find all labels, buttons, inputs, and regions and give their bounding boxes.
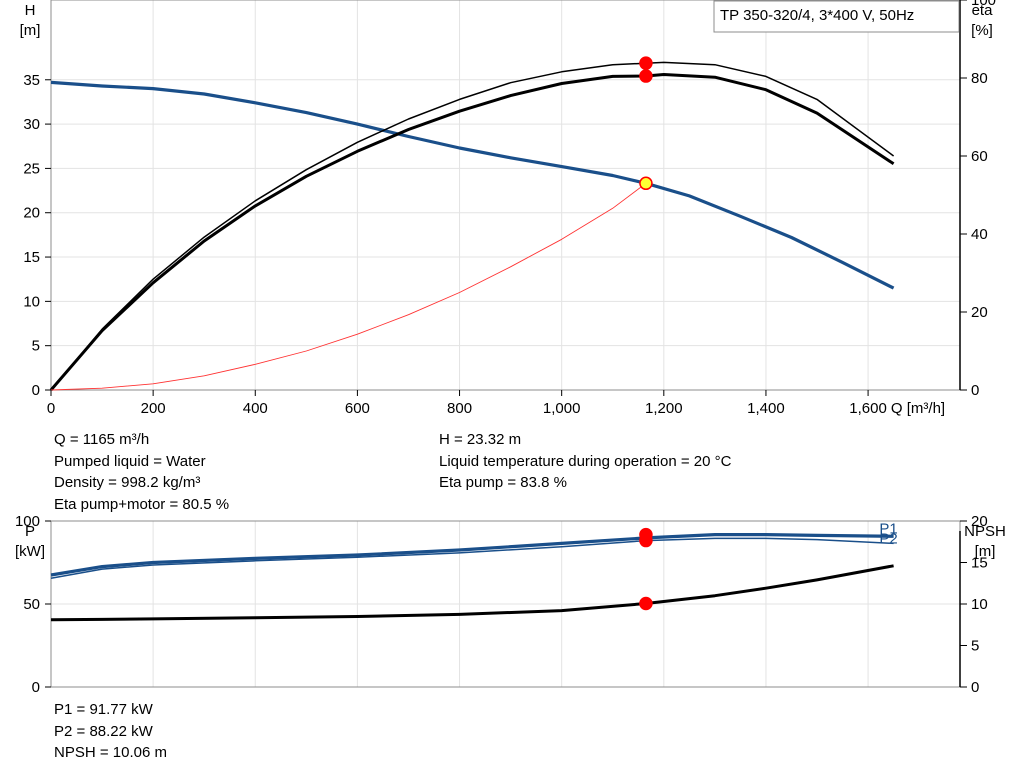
density-text: Density = 998.2 kg/m³: [54, 474, 201, 491]
head-eta-right-tick-label: 80: [971, 70, 988, 87]
liquid-temperature-text: Liquid temperature during operation = 20…: [439, 452, 732, 470]
head-eta-left-tick-label: 15: [23, 249, 40, 266]
head-eta-right-tick-label: 20: [971, 304, 988, 321]
x-axis-tick-label: 1,400: [747, 400, 785, 417]
series-p1-line: [50, 532, 894, 577]
power-npsh-left-tick-label: 50: [23, 596, 40, 613]
head-eta-left-tick-label: 5: [32, 338, 40, 355]
x-axis-tick-label: 1,200: [645, 400, 683, 417]
pump-label: TP 350-320/4, 3*400 V, 50Hz: [720, 7, 914, 24]
head-eta-duty-point-marker: [639, 69, 653, 83]
head-eta-right-tick-label: 40: [971, 226, 988, 243]
series-label-p2: P2: [879, 530, 897, 547]
head-eta-series-3-line: [50, 182, 647, 391]
power-npsh-duty-point-marker: [639, 596, 653, 611]
power-npsh-right-tick-label: 5: [971, 638, 979, 655]
head-eta-series-2-line: [50, 61, 895, 391]
power-npsh-right-axis-title: NPSH: [964, 523, 1006, 540]
head-eta-plot-frame: [50, 0, 961, 391]
head-eta-right-axis-title: eta: [972, 2, 994, 19]
head-eta-series-0-line: [50, 80, 895, 290]
head-eta-left-tick-label: 0: [32, 382, 40, 399]
power-npsh-left-tick-label: 100: [15, 513, 40, 530]
series-label-p1: P1: [879, 520, 897, 537]
head-eta-duty-point-marker: [639, 56, 653, 70]
head-text: H = 23.32 m: [439, 431, 522, 448]
power-npsh-right-tick-label: 15: [971, 555, 988, 572]
pumped-liquid-text: Pumped liquid = Water: [54, 452, 206, 470]
x-axis-tick-label: 1,600: [849, 400, 887, 417]
head-eta-left-axis-title: H: [25, 2, 36, 19]
duty-point-info-left: Q = 1165 m³/h Pumped liquid = Water Dens…: [54, 429, 229, 515]
head-eta-left-tick-label: 35: [23, 72, 40, 89]
pump-label-box: [713, 0, 960, 33]
head-eta-left-tick-label: 20: [23, 205, 40, 222]
power-npsh-right-tick-label: 10: [971, 596, 988, 613]
x-axis-tick-label: 400: [243, 400, 268, 417]
head-eta-right-axis-title: [%]: [971, 22, 993, 39]
npsh-text: NPSH = 10.06 m: [54, 744, 167, 761]
power-npsh-right-tick-label: 0: [971, 679, 979, 696]
power-npsh-right-axis-title: [m]: [975, 543, 996, 560]
x-axis-tick-label: 800: [447, 400, 472, 417]
head-eta-left-tick-label: 30: [23, 116, 40, 133]
head-eta-right-tick-label: 100: [971, 0, 996, 9]
series-p2-line: [50, 537, 894, 580]
eta-pump-motor-text: Eta pump+motor = 80.5 %: [54, 495, 230, 513]
p1-text: P1 = 91.77 kW: [54, 701, 153, 718]
duty-point-info-right: H = 23.32 m Liquid temperature during op…: [439, 429, 731, 494]
head-eta-left-axis-title: [m]: [20, 22, 41, 39]
power-npsh-info: P1 = 91.77 kW P2 = 88.22 kW NPSH = 10.06…: [54, 699, 167, 764]
x-axis-tick-label: 200: [141, 400, 166, 417]
flow-rate-text: Q = 1165 m³/h: [54, 431, 150, 448]
power-npsh-left-tick-label: 0: [32, 679, 40, 696]
head-eta-right-tick-label: 60: [971, 148, 988, 165]
x-axis-tick-label: 600: [345, 400, 370, 417]
eta-pump-text: Eta pump = 83.8 %: [439, 474, 567, 491]
power-npsh-series-2-line: [50, 564, 894, 622]
head-eta-duty-point-marker: [639, 176, 653, 191]
x-axis-tick-label: 1,000: [543, 400, 581, 417]
x-axis-tick-label: 0: [47, 400, 55, 417]
head-eta-left-tick-label: 10: [23, 293, 40, 310]
head-eta-right-tick-label: 0: [971, 382, 979, 399]
power-npsh-right-tick-label: 20: [971, 513, 988, 530]
x-axis-title: Q [m³/h]: [891, 400, 945, 417]
head-eta-series-1-line: [49, 73, 895, 391]
head-eta-left-tick-label: 25: [23, 160, 40, 177]
power-npsh-duty-point-marker: [639, 533, 653, 548]
p2-text: P2 = 88.22 kW: [54, 722, 153, 740]
power-npsh-left-axis-title: [kW]: [15, 543, 45, 560]
power-npsh-left-axis-title: P: [25, 523, 35, 540]
